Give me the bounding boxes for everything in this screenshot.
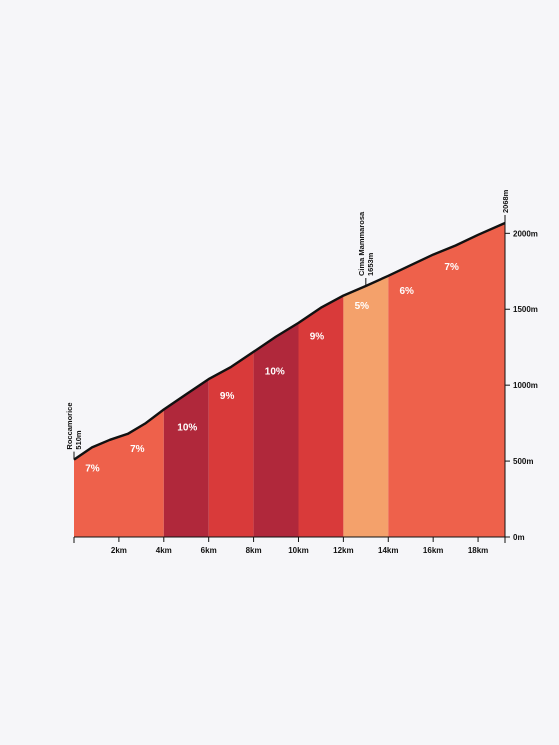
x-tick-label: 18km <box>468 546 488 555</box>
y-tick-label: 2000m <box>513 229 538 238</box>
segment-area-5 <box>298 295 344 537</box>
x-tick-label: 12km <box>333 546 353 555</box>
grade-label: 6% <box>400 286 415 297</box>
waypoint-name: Roccamorice <box>65 402 74 449</box>
profile-line <box>73 221 506 461</box>
grade-label: 10% <box>177 423 197 434</box>
y-tick-label: 0m <box>513 533 525 542</box>
grade-labels: 7% 7% 10% 9% 10% 9% 5% 6% 7% <box>85 262 459 475</box>
segment-area-3 <box>208 351 254 537</box>
waypoint-annotation-2: Cima Mammarosa 1653m <box>357 211 375 287</box>
x-tick-label: 8km <box>246 546 262 555</box>
x-tick-label: 4km <box>156 546 172 555</box>
segment-area-2 <box>163 379 209 537</box>
waypoint-annotation-1: Roccamorice 510m <box>65 402 83 460</box>
waypoint-annotation-3: 2068m <box>501 189 510 223</box>
gradient-segments <box>74 223 505 537</box>
waypoint-annotations: Roccamorice 510m Cima Mammarosa 1653m 2068m <box>65 189 510 460</box>
waypoint-elevation: 510m <box>74 430 83 450</box>
profile-line-group <box>73 221 506 461</box>
x-tick-label: 10km <box>288 546 308 555</box>
grade-label: 9% <box>310 332 325 343</box>
grade-label: 5% <box>355 301 370 312</box>
waypoint-name: Cima Mammarosa <box>357 211 366 276</box>
segment-area-1 <box>74 409 164 537</box>
grade-label: 9% <box>220 391 235 402</box>
grade-label: 7% <box>444 262 459 273</box>
x-tick-label: 6km <box>201 546 217 555</box>
x-tick-label: 14km <box>378 546 398 555</box>
y-tick-label: 1500m <box>513 305 538 314</box>
x-axis: 2km 4km 6km 8km 10km 12km 14km 16km 18km <box>73 536 506 555</box>
x-tick-label: 2km <box>111 546 127 555</box>
grade-label: 10% <box>265 367 285 378</box>
segment-area-6 <box>343 275 389 537</box>
grade-label: 7% <box>130 444 145 455</box>
segment-area-7 <box>388 223 505 537</box>
y-tick-label: 500m <box>513 457 533 466</box>
waypoint-elevation: 1653m <box>366 252 375 276</box>
y-tick-label: 1000m <box>513 381 538 390</box>
y-axis: 0m 500m 1000m 1500m 2000m <box>504 217 538 542</box>
x-tick-label: 16km <box>423 546 443 555</box>
grade-label: 7% <box>85 464 100 475</box>
segment-area-4 <box>253 322 299 537</box>
waypoint-elevation: 2068m <box>501 189 510 213</box>
